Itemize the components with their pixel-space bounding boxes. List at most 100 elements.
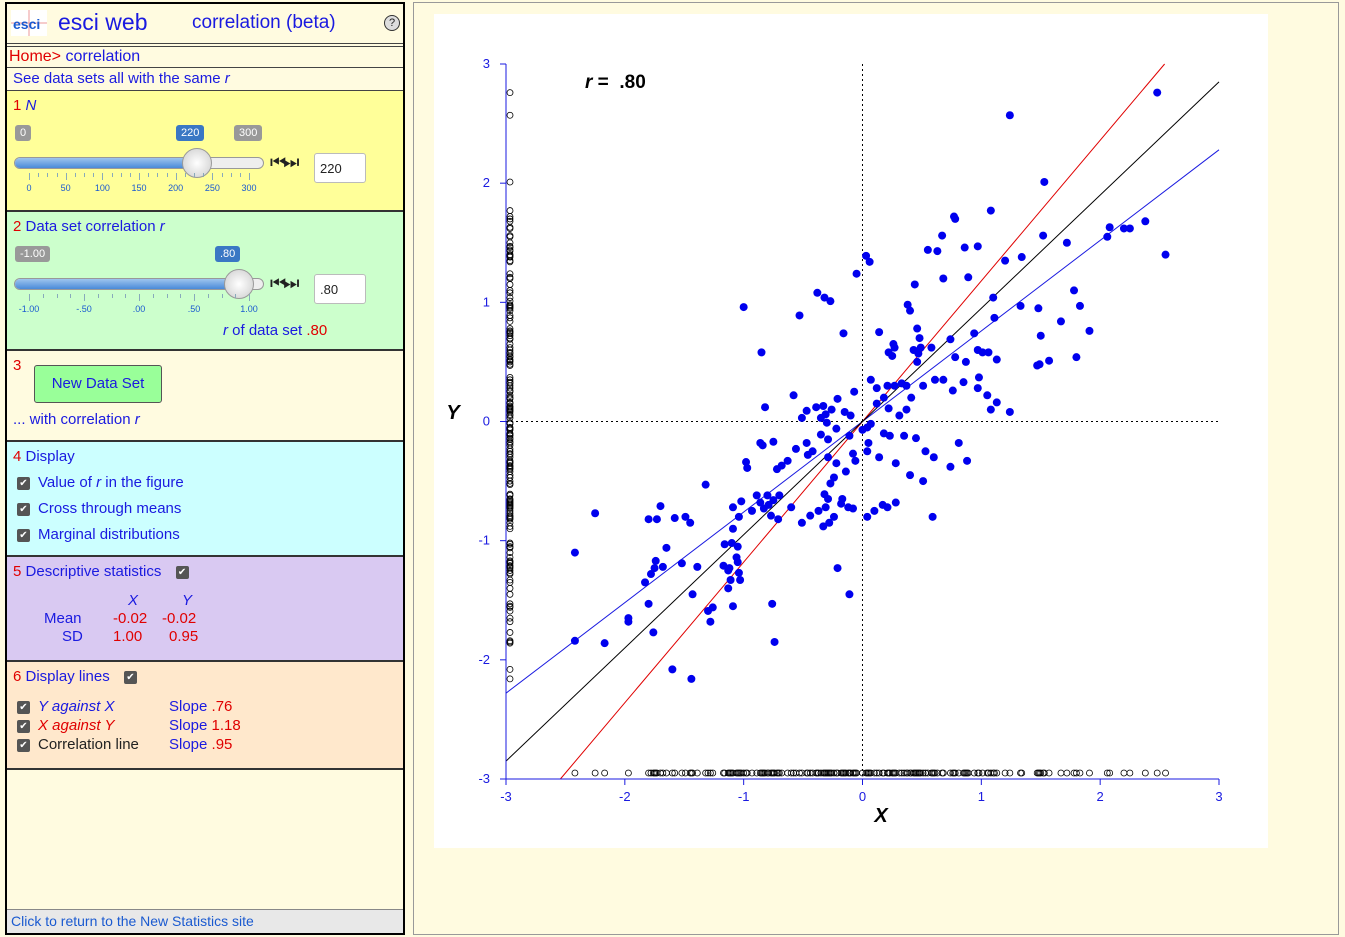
checkbox-checked-icon[interactable]: ✔ <box>175 565 189 579</box>
data-point <box>651 556 660 565</box>
marginal-x-point <box>1086 769 1093 777</box>
marginal-y-point <box>506 505 514 512</box>
new-data-set-button[interactable]: New Data Set <box>34 365 162 403</box>
marginal-y-point <box>506 604 514 611</box>
n-slider-track[interactable] <box>14 157 264 169</box>
slider-tick-mark <box>194 294 195 301</box>
y-tick-label: -3 <box>478 771 490 786</box>
x-tick-label: 0 <box>859 789 866 804</box>
marginal-y-point <box>506 281 514 288</box>
section-correlation: 2 Data set correlation r -1.00 .80 -1.00… <box>7 212 403 351</box>
data-point <box>879 429 888 438</box>
line-option-y-against-x[interactable]: ✔ Y against X <box>17 698 114 715</box>
marginal-x-point <box>1001 769 1009 777</box>
data-point <box>681 512 690 521</box>
data-point <box>787 503 796 512</box>
section-lines-heading: 6 Display lines ✔ <box>13 668 137 685</box>
data-point <box>739 303 748 312</box>
marginal-y-point <box>506 362 514 369</box>
marginal-x-point <box>571 769 579 777</box>
marginal-x-point <box>706 769 714 777</box>
data-point <box>1085 326 1094 335</box>
esci-logo[interactable]: esci <box>11 10 47 36</box>
marginal-y-point <box>506 549 514 556</box>
caption-text: ... with correlation <box>13 411 135 428</box>
slider-tick-label: 100 <box>94 183 110 193</box>
slider-tick-mark <box>84 173 85 177</box>
checkbox-checked-icon[interactable]: ✔ <box>17 502 30 516</box>
n-slider-handle[interactable] <box>182 148 213 178</box>
option-marginal-distributions[interactable]: ✔ Marginal distributions <box>17 526 180 543</box>
data-point <box>850 387 859 396</box>
marginal-y-point <box>506 332 514 340</box>
line-option-x-against-y[interactable]: ✔ X against Y <box>17 717 114 734</box>
r-slider-track[interactable] <box>14 278 264 290</box>
marginal-y-point <box>506 607 514 615</box>
data-point <box>808 447 817 456</box>
n-input[interactable] <box>314 153 366 183</box>
data-point <box>822 418 831 427</box>
data-point <box>891 459 900 468</box>
line-option-correlation-line[interactable]: ✔ Correlation line <box>17 736 139 753</box>
checkbox-checked-icon[interactable]: ✔ <box>17 528 30 542</box>
option-value-of-r[interactable]: ✔ Value of r in the figure <box>17 474 184 491</box>
data-point <box>646 570 655 579</box>
marginal-x-point <box>693 769 701 777</box>
data-point <box>677 559 686 568</box>
checkbox-checked-icon[interactable]: ✔ <box>17 738 30 752</box>
data-point <box>1141 217 1150 226</box>
marginal-y-point <box>506 600 514 608</box>
section-n: 1 N 0 220 300 0 50 100 150 200 250 300 ⏮⏭ <box>7 91 403 212</box>
r-equals: = <box>592 72 619 93</box>
marginal-y-point <box>506 358 514 366</box>
checkbox-checked-icon[interactable]: ✔ <box>123 670 137 684</box>
data-point <box>875 453 884 462</box>
new-statistics-site-link[interactable]: Click to return to the New Statistics si… <box>7 909 403 933</box>
option-cross-through-means[interactable]: ✔ Cross through means <box>17 500 181 517</box>
data-point <box>1056 317 1065 326</box>
data-point <box>863 512 872 521</box>
marginal-y-point <box>506 225 514 232</box>
data-point <box>946 335 955 344</box>
checkbox-checked-icon[interactable]: ✔ <box>17 700 30 714</box>
marginal-distributions-layer <box>506 89 1169 777</box>
data-point <box>757 348 766 357</box>
marginal-x-point <box>1045 769 1053 777</box>
slider-tick-mark <box>166 294 168 298</box>
marginal-x-point <box>875 769 883 777</box>
section-title: Display lines <box>25 668 110 685</box>
data-point <box>970 329 979 338</box>
option-text: Marginal distributions <box>38 526 180 543</box>
checkbox-checked-icon[interactable]: ✔ <box>17 719 30 733</box>
data-point <box>827 405 836 414</box>
step-arrows-icon[interactable]: ⏮⏭ <box>270 152 299 172</box>
slider-tick-mark <box>47 173 49 177</box>
data-point <box>783 456 792 465</box>
data-point <box>911 434 920 443</box>
help-icon[interactable]: ? <box>384 15 400 31</box>
slider-tick-mark <box>139 173 140 180</box>
data-point <box>826 479 835 488</box>
r-input[interactable] <box>314 274 366 304</box>
r-of-data-value: .80 <box>306 322 328 339</box>
data-point <box>734 568 743 577</box>
checkbox-checked-icon[interactable]: ✔ <box>17 476 30 490</box>
step-arrows-icon[interactable]: ⏮⏭ <box>270 273 299 293</box>
y-tick-label: -2 <box>478 652 490 667</box>
marginal-y-point <box>506 215 514 223</box>
data-point <box>829 473 838 482</box>
marginal-y-point <box>506 89 514 96</box>
app-name[interactable]: esci web <box>58 9 148 35</box>
data-point <box>927 343 936 352</box>
data-point <box>769 437 778 446</box>
option-text-r: r <box>96 474 102 491</box>
section-display: 4 Display ✔ Value of r in the figure ✔ Cro… <box>7 442 403 557</box>
data-point <box>838 494 847 503</box>
data-point <box>989 293 998 302</box>
section-number: 3 <box>13 357 22 374</box>
data-points-layer <box>570 88 1170 683</box>
breadcrumb-home-link[interactable]: Home> <box>9 48 62 65</box>
data-point <box>1153 88 1162 97</box>
breadcrumb-current: correlation <box>61 48 141 65</box>
data-point <box>742 458 751 467</box>
